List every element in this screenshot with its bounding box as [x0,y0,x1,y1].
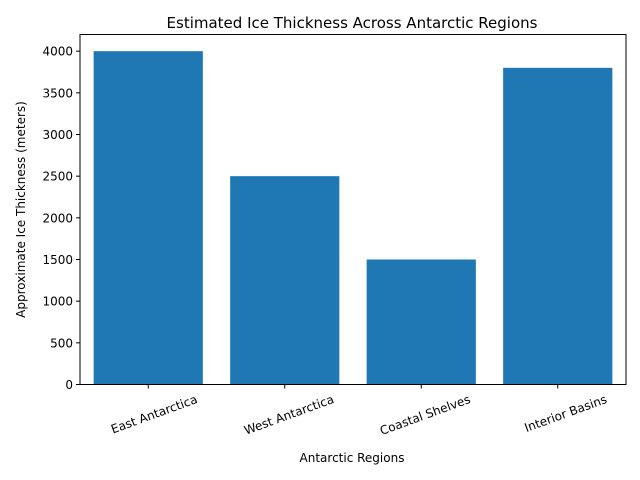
y-tick-label: 2500 [42,170,73,184]
x-axis-label: Antarctic Regions [300,451,405,465]
bar-interior-basins [503,67,613,385]
x-tick-label: East Antarctica [109,392,199,436]
bar-coastal-shelves [366,259,476,385]
chart-title: Estimated Ice Thickness Across Antarctic… [167,14,538,32]
y-tick-label: 4000 [42,45,73,59]
x-tick-label: West Antarctica [242,392,336,437]
y-tick-label: 1000 [42,295,73,309]
y-tick-label: 3000 [42,128,73,142]
y-tick-label: 0 [65,378,73,392]
y-tick-label: 2000 [42,211,73,225]
x-axis-ticks: East Antarctica West Antarctica Coastal Sh… [109,384,609,438]
y-axis-ticks: 0 500 1000 1500 2000 2500 3000 3500 4000 [42,45,80,392]
plot-frame [79,34,627,385]
bar-west-antarctica [230,176,340,385]
y-axis-label: Approximate Ice Thickness (meters) [14,101,28,318]
y-tick-label: 1500 [42,253,73,267]
y-tick-label: 3500 [42,86,73,100]
bars-group [93,51,613,385]
y-tick-label: 500 [50,336,73,350]
x-tick-label: Coastal Shelves [378,392,472,438]
x-tick-label: Interior Basins [523,392,609,435]
bar-east-antarctica [93,51,203,385]
